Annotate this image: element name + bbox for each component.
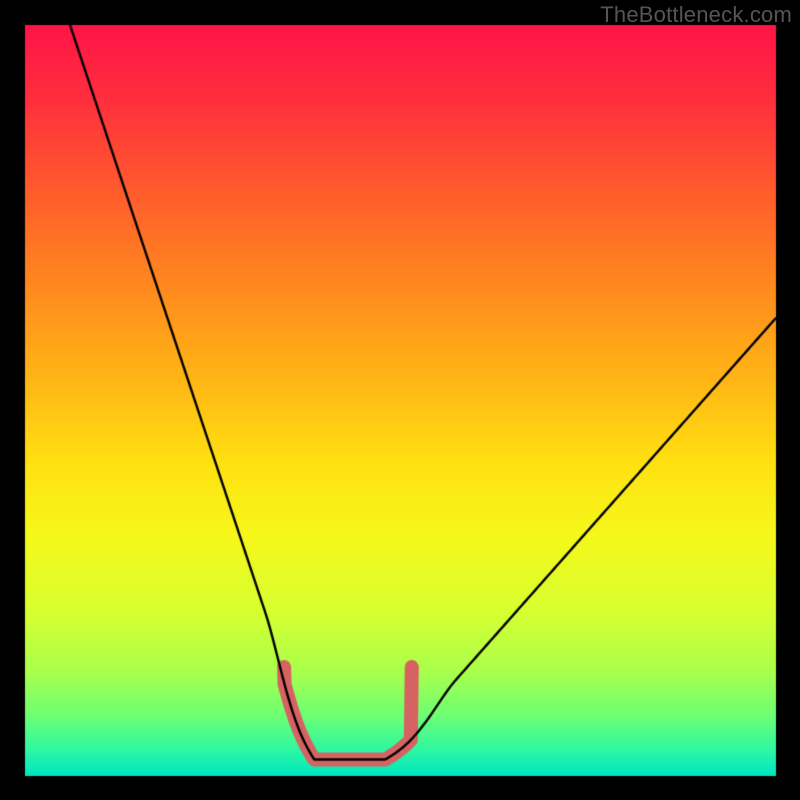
watermark-text: TheBottleneck.com [600,2,792,28]
bottleneck-chart [0,0,800,800]
